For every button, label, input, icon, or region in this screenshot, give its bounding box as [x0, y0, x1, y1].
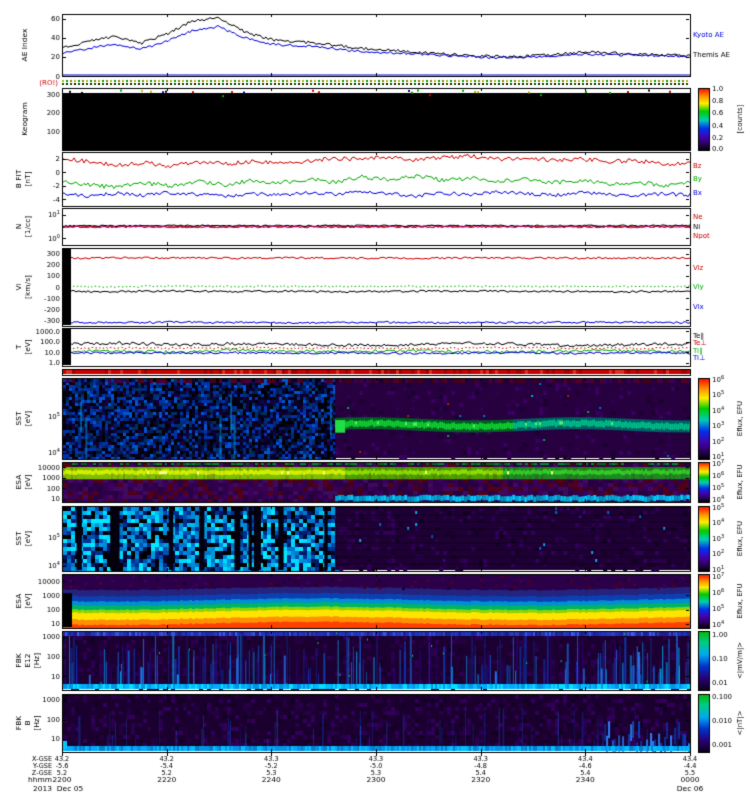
plot-canvas — [0, 0, 750, 800]
tplot-summary-window: P2 (TH-C) — [0, 0, 750, 800]
